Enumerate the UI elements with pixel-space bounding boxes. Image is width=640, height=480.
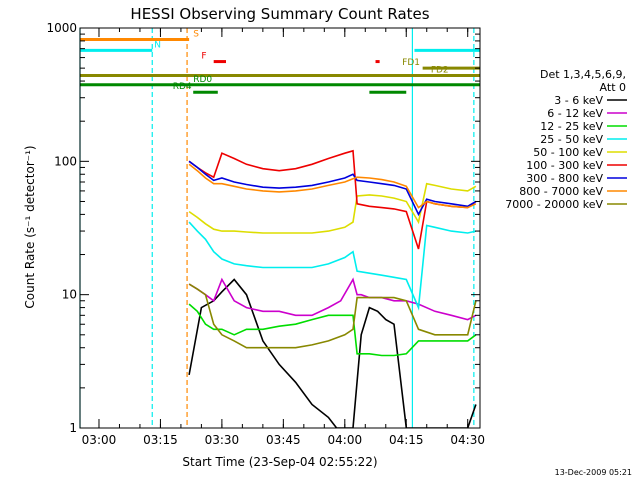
x-tick-label-2: 03:30	[205, 433, 240, 447]
series-line-8	[188, 283, 477, 349]
legend-label-1: 6 - 12 keV	[547, 107, 603, 120]
footer-date: 13-Dec-2009 05:21	[555, 468, 632, 477]
x-tick-label-0: 03:00	[82, 433, 117, 447]
legend-title-1: Att 0	[600, 81, 626, 94]
series-line-6	[188, 160, 477, 217]
y-tick-label-1: 10	[62, 288, 77, 302]
x-tick-label-3: 03:45	[266, 433, 301, 447]
y-tick-label-0: 1	[69, 421, 77, 435]
series-line-0	[188, 278, 477, 428]
legend-label-6: 300 - 800 keV	[526, 172, 603, 185]
legend-label-3: 25 - 50 keV	[540, 133, 603, 146]
flag-label-6: FD2	[431, 66, 449, 76]
flag-label-8: RD4	[173, 82, 192, 92]
legend-label-5: 100 - 300 keV	[526, 159, 603, 172]
flag-label-0: S	[193, 29, 199, 39]
series-line-2	[188, 303, 477, 357]
legend-label-0: 3 - 6 keV	[554, 94, 603, 107]
series-group	[188, 149, 477, 428]
flag-label-3: F	[201, 52, 206, 62]
series-line-3	[188, 221, 477, 311]
y-tick-label-2: 100	[54, 154, 77, 168]
plot-frame	[79, 27, 481, 429]
x-axis-label: Start Time (23-Sep-04 02:55:22)	[182, 455, 377, 469]
legend-label-2: 12 - 25 keV	[540, 120, 603, 133]
series-line-5	[188, 149, 477, 250]
x-tick-label-6: 04:30	[450, 433, 485, 447]
legend-title-0: Det 1,3,4,5,6,9,	[540, 68, 626, 81]
flag-label-5: FD1	[402, 58, 420, 68]
y-tick-label-3: 1000	[46, 21, 77, 35]
series-line-1	[188, 277, 477, 321]
flag-label-1: N	[154, 40, 161, 50]
chart-title: HESSI Observing Summary Count Rates	[130, 5, 429, 23]
x-tick-label-5: 04:15	[389, 433, 424, 447]
legend-label-4: 50 - 100 keV	[533, 146, 603, 159]
x-tick-label-1: 03:15	[143, 433, 178, 447]
series-line-4	[188, 182, 477, 234]
x-tick-label-4: 04:00	[328, 433, 363, 447]
legend-label-8: 7000 - 20000 keV	[505, 198, 603, 211]
flag-label-7: RD0	[193, 75, 212, 85]
series-line-7	[188, 163, 477, 209]
legend-label-7: 800 - 7000 keV	[519, 185, 603, 198]
y-axis-label: Count Rate (s⁻¹ detector⁻¹)	[23, 145, 37, 308]
